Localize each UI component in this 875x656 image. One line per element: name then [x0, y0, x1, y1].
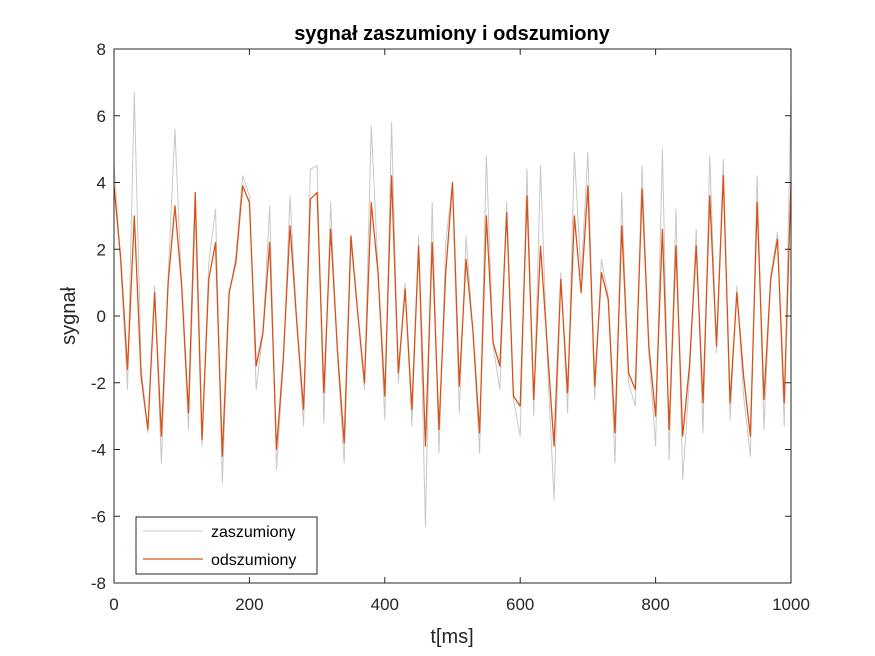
x-tick-label: 800	[641, 595, 669, 614]
y-tick-label: -2	[91, 374, 106, 393]
y-tick-label: 8	[97, 40, 106, 59]
x-tick-label: 0	[109, 595, 118, 614]
x-tick-label: 200	[235, 595, 263, 614]
x-axis-label: t[ms]	[430, 626, 473, 648]
y-axis-label: sygnał	[58, 287, 80, 345]
x-tick-label: 1000	[772, 595, 810, 614]
legend-box	[135, 516, 318, 575]
axes-background	[114, 49, 791, 583]
y-tick-label: 6	[97, 107, 106, 126]
y-tick-label: 4	[97, 174, 106, 193]
series-layer	[113, 91, 792, 527]
series-line-odszumiony	[113, 175, 792, 457]
plot-area: 0 200 400 600 800 1000 -8 -6 -4 -2 0 2 4 6 8	[91, 40, 810, 614]
y-tick-label: -6	[91, 507, 106, 526]
y-tick-label: -4	[91, 441, 106, 460]
y-tick-label: 2	[97, 240, 106, 259]
x-tick-label: 600	[506, 595, 534, 614]
chart-title: sygnał zaszumiony i odszumiony	[294, 23, 610, 45]
x-tick-label: 400	[371, 595, 399, 614]
legend-label-odszumiony: odszumiony	[211, 552, 296, 569]
y-tick-label: -8	[91, 574, 106, 593]
legend-label-zaszumiony: zaszumiony	[211, 524, 295, 541]
legend: zaszumiony odszumiony	[135, 516, 318, 575]
y-tick-label: 0	[97, 307, 106, 326]
ticks-layer: 0 200 400 600 800 1000 -8 -6 -4 -2 0 2 4 6 8	[91, 40, 810, 614]
